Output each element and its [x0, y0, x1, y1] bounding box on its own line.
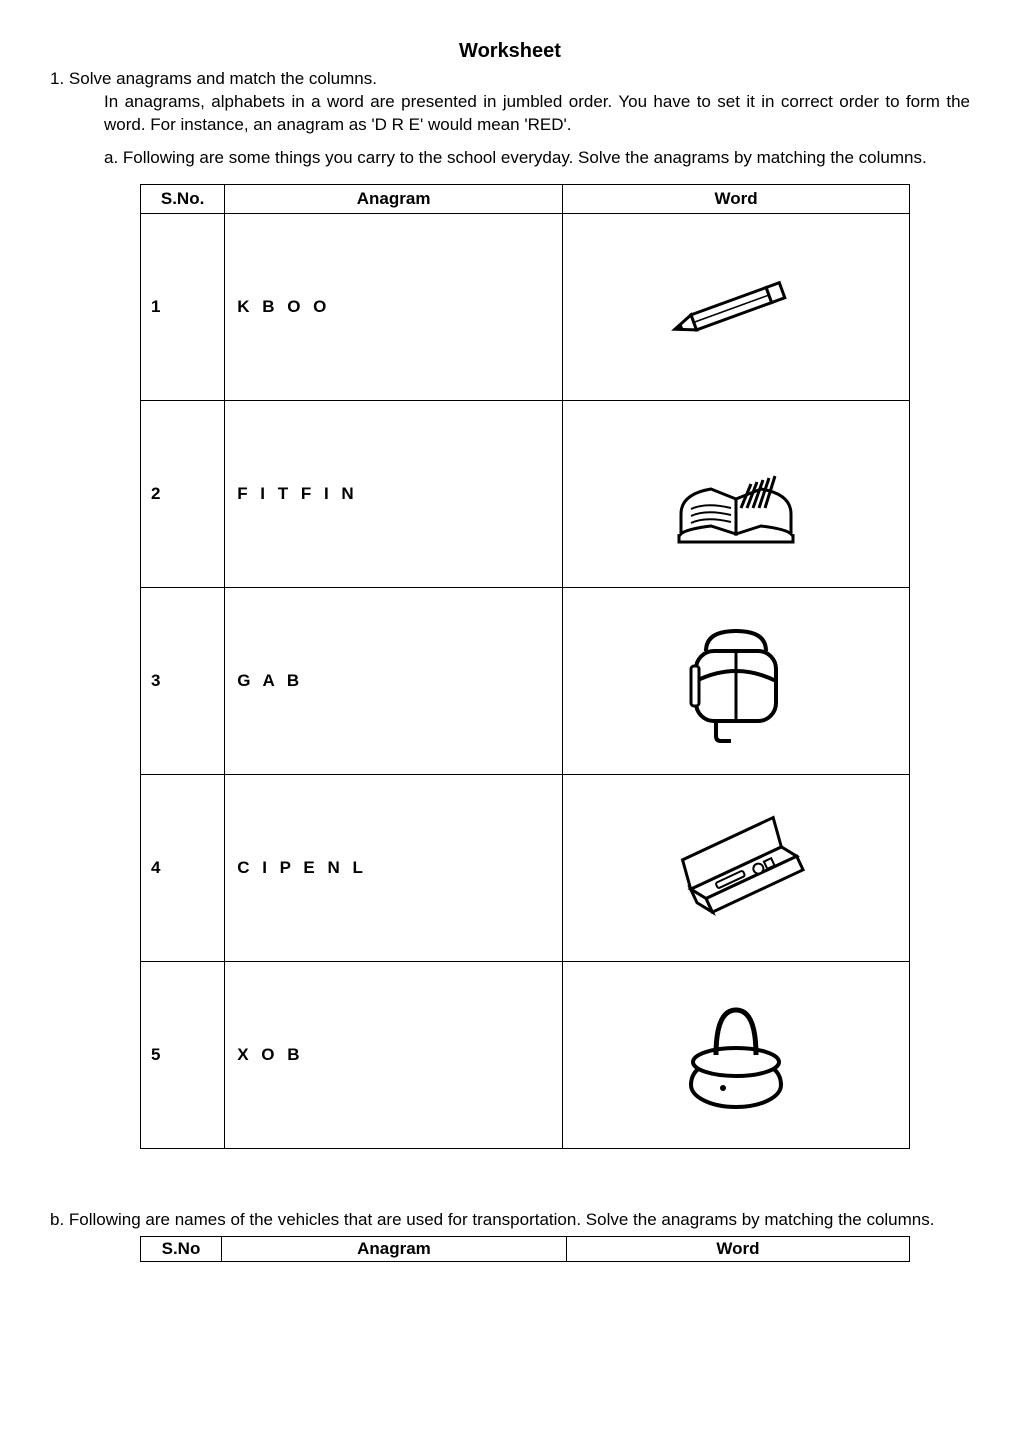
header-anagram: Anagram — [225, 184, 563, 213]
pencil-icon — [661, 257, 811, 357]
header-b-sno: S.No — [141, 1236, 222, 1261]
book-icon — [661, 434, 811, 554]
pencilbox-icon — [656, 798, 816, 938]
header-word: Word — [563, 184, 910, 213]
cell-anagram: X O B — [225, 961, 563, 1148]
header-sno: S.No. — [141, 184, 225, 213]
cell-anagram: F I T F I N — [225, 400, 563, 587]
page-title: Worksheet — [50, 40, 970, 63]
sub-b-text: b. Following are names of the vehicles t… — [50, 1209, 970, 1232]
cell-word-image — [563, 213, 910, 400]
cell-anagram: G A B — [225, 587, 563, 774]
cell-word-image — [563, 587, 910, 774]
cell-sno: 5 — [141, 961, 225, 1148]
table-row: 4 C I P E N L — [141, 774, 910, 961]
cell-anagram: K B O O — [225, 213, 563, 400]
cell-word-image — [563, 961, 910, 1148]
tiffin-icon — [661, 980, 811, 1130]
table-a-header-row: S.No. Anagram Word — [141, 184, 910, 213]
cell-word-image — [563, 400, 910, 587]
sub-a-text: a. Following are some things you carry t… — [104, 147, 970, 170]
table-row: 5 X O B — [141, 961, 910, 1148]
question-1: 1. Solve anagrams and match the columns. — [50, 69, 970, 89]
table-row: 2 F I T F I N — [141, 400, 910, 587]
cell-anagram: C I P E N L — [225, 774, 563, 961]
cell-word-image — [563, 774, 910, 961]
cell-sno: 3 — [141, 587, 225, 774]
cell-sno: 2 — [141, 400, 225, 587]
header-b-word: Word — [566, 1236, 909, 1261]
cell-sno: 1 — [141, 213, 225, 400]
intro-text: In anagrams, alphabets in a word are pre… — [104, 91, 970, 137]
table-b-header-row: S.No Anagram Word — [141, 1236, 910, 1261]
table-row: 1 K B O O — [141, 213, 910, 400]
table-b: S.No Anagram Word — [140, 1236, 910, 1262]
table-a: S.No. Anagram Word 1 K B O O — [140, 184, 910, 1149]
cell-sno: 4 — [141, 774, 225, 961]
header-b-anagram: Anagram — [221, 1236, 566, 1261]
bag-icon — [661, 611, 811, 751]
table-row: 3 G A B — [141, 587, 910, 774]
